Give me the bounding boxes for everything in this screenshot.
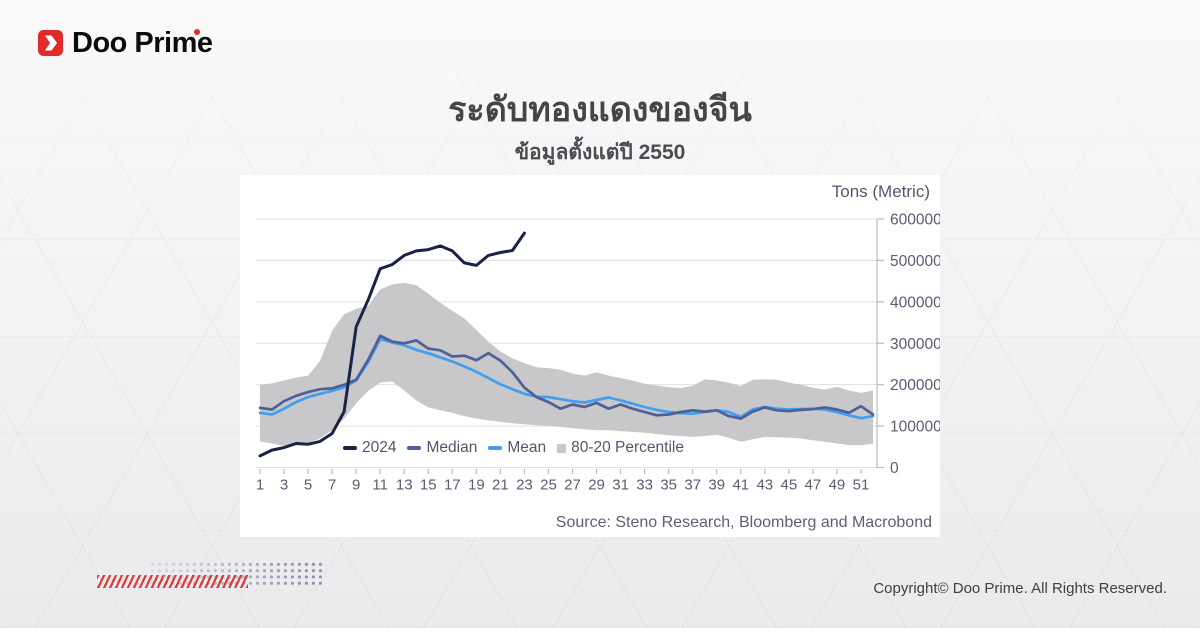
- svg-text:49: 49: [829, 477, 846, 494]
- legend-label-2024: 2024: [362, 439, 397, 456]
- decor-red-stripes: [97, 575, 248, 588]
- svg-text:400000: 400000: [890, 294, 940, 311]
- svg-text:300000: 300000: [890, 336, 940, 353]
- svg-text:43: 43: [756, 477, 773, 494]
- svg-text:500000: 500000: [890, 253, 940, 270]
- legend-swatch-median: [407, 446, 422, 450]
- legend-item-median: Median: [407, 439, 477, 457]
- legend-item-percentile: 80-20 Percentile: [557, 439, 684, 457]
- page-title: ระดับทองแดงของจีน: [448, 91, 752, 129]
- legend-swatch-2024: [343, 446, 357, 450]
- svg-text:33: 33: [636, 477, 653, 494]
- svg-text:11: 11: [372, 477, 388, 494]
- svg-text:15: 15: [420, 477, 437, 494]
- legend-label-median: Median: [426, 439, 478, 456]
- svg-text:5: 5: [304, 477, 312, 494]
- svg-text:35: 35: [660, 477, 677, 494]
- svg-text:41: 41: [732, 477, 749, 494]
- svg-text:1: 1: [256, 477, 264, 494]
- legend-label-percentile: 80-20 Percentile: [571, 439, 684, 456]
- brand-logo: Doo Prime: [38, 27, 213, 59]
- page-subtitle: ข้อมูลตั้งแต่ปี 2550: [514, 141, 686, 164]
- legend-swatch-percentile: [557, 443, 567, 453]
- svg-text:7: 7: [328, 477, 336, 494]
- brand-name-text: Doo Prime: [72, 27, 213, 59]
- svg-text:0: 0: [890, 460, 899, 477]
- svg-text:200000: 200000: [890, 377, 940, 394]
- brand-i-dot: [194, 29, 200, 35]
- svg-text:17: 17: [444, 477, 461, 494]
- svg-text:19: 19: [468, 477, 485, 494]
- source-note: Source: Steno Research, Bloomberg and Ma…: [555, 514, 932, 531]
- chart-card: 600000 500000 400000 300000 200000 100000 0 1 3 5…: [240, 175, 940, 537]
- svg-text:31: 31: [612, 477, 629, 494]
- svg-text:37: 37: [684, 477, 701, 494]
- legend-swatch-mean: [488, 446, 503, 450]
- svg-text:21: 21: [492, 477, 509, 494]
- brand-wordmark: Doo Prime: [72, 28, 213, 58]
- legend-item-mean: Mean: [488, 439, 546, 457]
- chart-legend: 2024 Median Mean 80-20 Percentile: [343, 439, 684, 457]
- svg-text:39: 39: [708, 477, 725, 494]
- svg-text:13: 13: [396, 477, 413, 494]
- svg-text:23: 23: [516, 477, 533, 494]
- svg-text:9: 9: [352, 477, 360, 494]
- svg-text:47: 47: [805, 477, 822, 494]
- legend-label-mean: Mean: [507, 439, 547, 456]
- svg-text:45: 45: [781, 477, 798, 494]
- svg-text:27: 27: [564, 477, 581, 494]
- svg-text:100000: 100000: [890, 419, 940, 436]
- legend-item-2024: 2024: [343, 439, 396, 457]
- svg-text:29: 29: [588, 477, 605, 494]
- svg-text:51: 51: [853, 477, 870, 494]
- doo-prime-logo-icon: [38, 30, 63, 56]
- y-axis-unit-label: Tons (Metric): [831, 182, 930, 201]
- svg-text:3: 3: [280, 477, 288, 494]
- svg-text:25: 25: [540, 477, 557, 494]
- svg-text:600000: 600000: [890, 212, 940, 229]
- copyright-note: Copyright© Doo Prime. All Rights Reserve…: [873, 580, 1167, 597]
